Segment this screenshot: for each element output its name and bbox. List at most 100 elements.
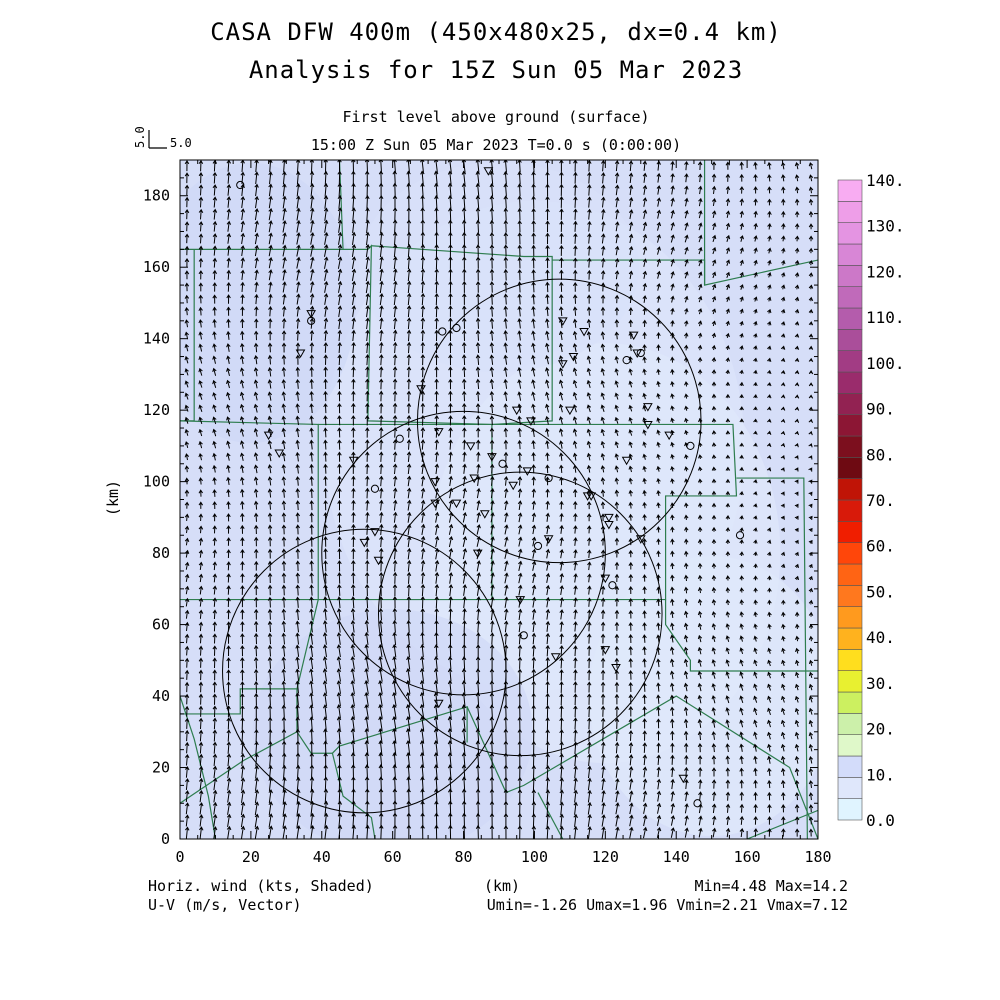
wind-vector <box>393 547 398 560</box>
wind-vector <box>753 394 758 399</box>
wind-vector <box>406 182 411 198</box>
wind-vector <box>767 394 772 399</box>
wind-vector <box>267 704 273 718</box>
wind-vector <box>475 704 481 719</box>
wind-vector <box>531 632 537 645</box>
wind-vector <box>336 668 342 682</box>
wind-vector <box>725 635 730 642</box>
wind-vector <box>670 718 675 729</box>
wind-vector <box>240 560 245 571</box>
wind-vector <box>711 635 717 643</box>
x-tick-label: 40 <box>313 848 331 866</box>
wind-vector <box>601 777 606 791</box>
wind-vector <box>351 292 357 305</box>
wind-vector <box>628 368 633 376</box>
wind-vector <box>336 608 342 621</box>
wind-vector <box>281 354 287 365</box>
wind-vector <box>199 814 204 827</box>
wind-vector <box>614 465 619 473</box>
wind-vector <box>378 559 384 572</box>
wind-vector <box>642 610 647 619</box>
wind-vector <box>781 210 786 218</box>
wind-vector <box>711 574 717 581</box>
wind-vector <box>600 621 606 632</box>
wind-vector <box>712 815 717 826</box>
wind-vector <box>226 500 231 510</box>
station-circle-marker <box>544 473 553 483</box>
wind-vector <box>808 707 814 715</box>
wind-vector <box>767 828 772 837</box>
wind-vector <box>586 331 592 340</box>
wind-vector <box>711 466 717 471</box>
wind-vector <box>185 814 190 827</box>
wind-vector <box>282 220 287 233</box>
wind-vector <box>559 269 564 280</box>
wind-vector <box>780 551 786 556</box>
wind-vector <box>240 777 246 791</box>
wind-vector <box>517 354 522 365</box>
wind-vector <box>697 550 703 557</box>
wind-vector <box>462 427 467 438</box>
wind-vector <box>490 584 495 596</box>
wind-vector <box>794 599 800 605</box>
wind-vector <box>323 451 328 462</box>
station-triangle-marker <box>295 349 306 358</box>
wind-vector <box>184 208 190 220</box>
wind-vector <box>490 620 495 633</box>
wind-vector <box>642 730 647 741</box>
wind-vector <box>559 753 564 767</box>
wind-vector <box>614 609 620 619</box>
wind-vector <box>475 716 481 731</box>
wind-vector <box>434 523 440 535</box>
y-tick-label: 160 <box>143 258 170 276</box>
wind-vector <box>697 670 703 679</box>
wind-vector <box>365 268 370 282</box>
wind-vector <box>808 767 814 776</box>
wind-vector <box>184 645 190 656</box>
wind-vector <box>295 500 301 511</box>
wind-vector <box>365 329 370 342</box>
wind-vector <box>628 160 634 172</box>
wind-vector <box>808 370 814 375</box>
wind-vector <box>559 681 564 693</box>
wind-vector <box>628 754 634 766</box>
wind-vector <box>684 295 689 303</box>
wind-vector <box>711 381 717 387</box>
wind-vector <box>517 305 522 317</box>
wind-vector <box>572 452 578 461</box>
wind-vector <box>281 536 287 547</box>
wind-vector <box>573 208 578 220</box>
wind-vector <box>337 329 342 341</box>
wind-vector <box>808 828 814 837</box>
station-triangle-marker <box>582 492 593 501</box>
wind-vector <box>697 514 703 520</box>
colorbar-swatch <box>837 499 863 522</box>
wind-vector <box>739 381 744 387</box>
wind-vector <box>711 210 717 219</box>
wind-vector <box>503 317 508 329</box>
wind-vector <box>767 430 772 435</box>
wind-vector <box>545 452 550 461</box>
wind-vector <box>559 609 564 620</box>
wind-vector <box>739 418 744 423</box>
wind-vector <box>656 221 662 231</box>
wind-vector <box>711 197 717 206</box>
title-line-1: CASA DFW 400m (450x480x25, dx=0.4 km) <box>210 18 782 46</box>
colorbar-swatch <box>837 286 863 309</box>
wind-vector <box>461 317 467 329</box>
wind-vector <box>378 451 384 462</box>
wind-vector <box>642 477 647 485</box>
wind-vector <box>489 632 495 645</box>
wind-vector <box>448 572 454 584</box>
wind-vector <box>670 221 675 231</box>
wind-vector <box>711 271 717 279</box>
wind-vector <box>433 667 439 682</box>
y-tick-label: 180 <box>143 187 170 205</box>
wind-vector <box>198 513 204 522</box>
wind-vector <box>518 584 523 596</box>
wind-vector <box>753 442 758 447</box>
wind-vector <box>434 354 439 366</box>
wind-vector <box>406 305 412 318</box>
wind-vector <box>615 765 620 778</box>
wind-vector <box>365 390 370 402</box>
